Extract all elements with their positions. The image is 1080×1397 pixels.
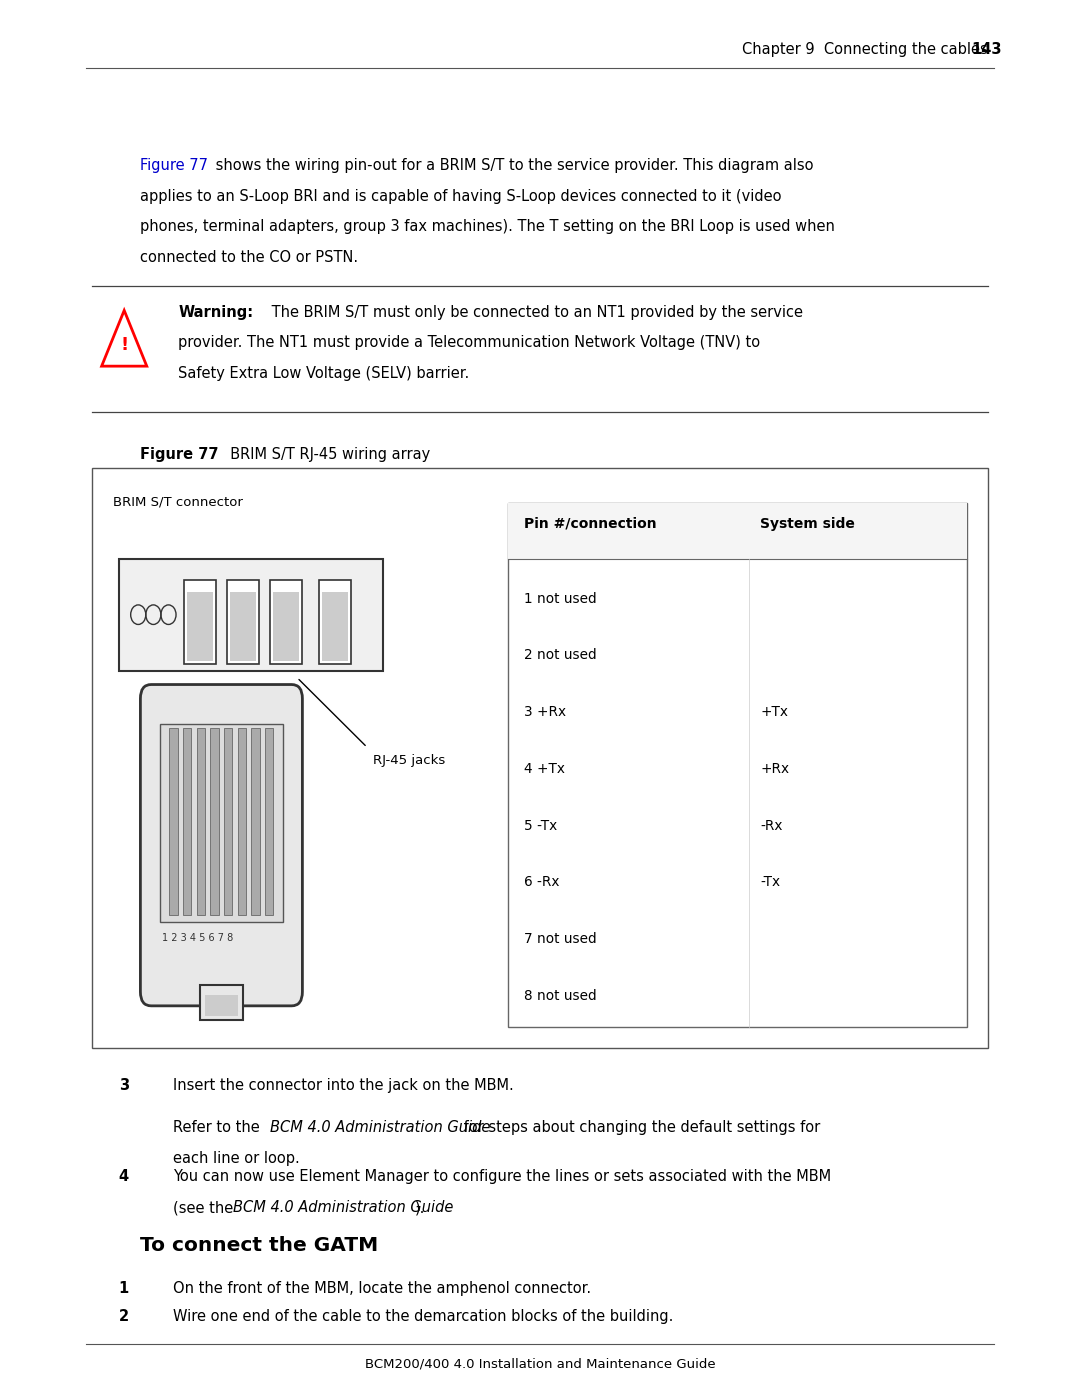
- Text: On the front of the MBM, locate the amphenol connector.: On the front of the MBM, locate the amph…: [173, 1281, 591, 1296]
- Text: Warning:: Warning:: [178, 305, 254, 320]
- Text: phones, terminal adapters, group 3 fax machines). The T setting on the BRI Loop : phones, terminal adapters, group 3 fax m…: [140, 219, 835, 235]
- Bar: [119, 559, 383, 671]
- Bar: [252, 728, 259, 915]
- Text: Figure 77: Figure 77: [140, 158, 208, 173]
- Text: 1 2 3 4 5 6 7 8: 1 2 3 4 5 6 7 8: [162, 933, 233, 943]
- Text: ).: ).: [415, 1200, 424, 1215]
- FancyBboxPatch shape: [140, 685, 302, 1006]
- Text: for steps about changing the default settings for: for steps about changing the default set…: [459, 1120, 820, 1136]
- Bar: [508, 503, 967, 559]
- Text: !: !: [120, 335, 129, 353]
- Text: -Rx: -Rx: [760, 819, 783, 833]
- Text: RJ-45 jacks: RJ-45 jacks: [373, 754, 445, 767]
- Bar: [160, 724, 283, 922]
- Bar: [184, 581, 216, 664]
- Text: System side: System side: [760, 517, 855, 531]
- Text: +Rx: +Rx: [760, 761, 789, 775]
- Text: BCM 4.0 Administration Guide: BCM 4.0 Administration Guide: [233, 1200, 454, 1215]
- Bar: [230, 592, 256, 661]
- Text: shows the wiring pin-out for a BRIM S/T to the service provider. This diagram al: shows the wiring pin-out for a BRIM S/T …: [211, 158, 813, 173]
- Bar: [170, 728, 177, 915]
- Text: 4 +Tx: 4 +Tx: [524, 761, 565, 775]
- Text: BCM 4.0 Administration Guide: BCM 4.0 Administration Guide: [270, 1120, 490, 1136]
- Text: 1: 1: [119, 1281, 129, 1296]
- Text: 6 -Rx: 6 -Rx: [524, 876, 559, 890]
- Bar: [205, 995, 238, 1016]
- Bar: [200, 985, 243, 1020]
- Bar: [227, 581, 259, 664]
- Text: connected to the CO or PSTN.: connected to the CO or PSTN.: [140, 250, 359, 265]
- Text: BRIM S/T connector: BRIM S/T connector: [113, 496, 243, 509]
- Text: -Tx: -Tx: [760, 876, 780, 890]
- Text: Insert the connector into the jack on the MBM.: Insert the connector into the jack on th…: [173, 1078, 514, 1094]
- Text: 8 not used: 8 not used: [524, 989, 596, 1003]
- Text: 143: 143: [972, 42, 1002, 57]
- Bar: [184, 728, 191, 915]
- Bar: [319, 581, 351, 664]
- Text: +Tx: +Tx: [760, 705, 788, 719]
- Text: Chapter 9  Connecting the cables: Chapter 9 Connecting the cables: [742, 42, 988, 57]
- Bar: [211, 728, 218, 915]
- Text: Figure 77: Figure 77: [140, 447, 219, 462]
- Text: (see the: (see the: [173, 1200, 238, 1215]
- Text: 7 not used: 7 not used: [524, 932, 596, 946]
- Bar: [270, 581, 302, 664]
- Bar: [197, 728, 205, 915]
- Bar: [238, 728, 246, 915]
- Bar: [266, 728, 273, 915]
- Text: provider. The NT1 must provide a Telecommunication Network Voltage (TNV) to: provider. The NT1 must provide a Telecom…: [178, 335, 760, 351]
- Text: The BRIM S/T must only be connected to an NT1 provided by the service: The BRIM S/T must only be connected to a…: [267, 305, 802, 320]
- Text: Pin #/connection: Pin #/connection: [524, 517, 657, 531]
- Text: 3 +Rx: 3 +Rx: [524, 705, 566, 719]
- Text: applies to an S-Loop BRI and is capable of having S-Loop devices connected to it: applies to an S-Loop BRI and is capable …: [140, 189, 782, 204]
- Bar: [225, 728, 232, 915]
- Text: 1 not used: 1 not used: [524, 591, 596, 605]
- Text: You can now use Element Manager to configure the lines or sets associated with t: You can now use Element Manager to confi…: [173, 1169, 831, 1185]
- Text: 4: 4: [119, 1169, 129, 1185]
- Bar: [322, 592, 348, 661]
- Text: Refer to the: Refer to the: [173, 1120, 265, 1136]
- Text: 2 not used: 2 not used: [524, 648, 596, 662]
- Text: 5 -Tx: 5 -Tx: [524, 819, 557, 833]
- Text: BRIM S/T RJ-45 wiring array: BRIM S/T RJ-45 wiring array: [221, 447, 431, 462]
- Text: 3: 3: [119, 1078, 129, 1094]
- Bar: [508, 503, 967, 1027]
- Text: Wire one end of the cable to the demarcation blocks of the building.: Wire one end of the cable to the demarca…: [173, 1309, 673, 1324]
- Bar: [187, 592, 213, 661]
- FancyBboxPatch shape: [92, 468, 988, 1048]
- Text: BCM200/400 4.0 Installation and Maintenance Guide: BCM200/400 4.0 Installation and Maintena…: [365, 1358, 715, 1370]
- Text: each line or loop.: each line or loop.: [173, 1151, 299, 1166]
- Text: 2: 2: [119, 1309, 129, 1324]
- Bar: [273, 592, 299, 661]
- Text: To connect the GATM: To connect the GATM: [140, 1236, 379, 1256]
- Text: Safety Extra Low Voltage (SELV) barrier.: Safety Extra Low Voltage (SELV) barrier.: [178, 366, 470, 381]
